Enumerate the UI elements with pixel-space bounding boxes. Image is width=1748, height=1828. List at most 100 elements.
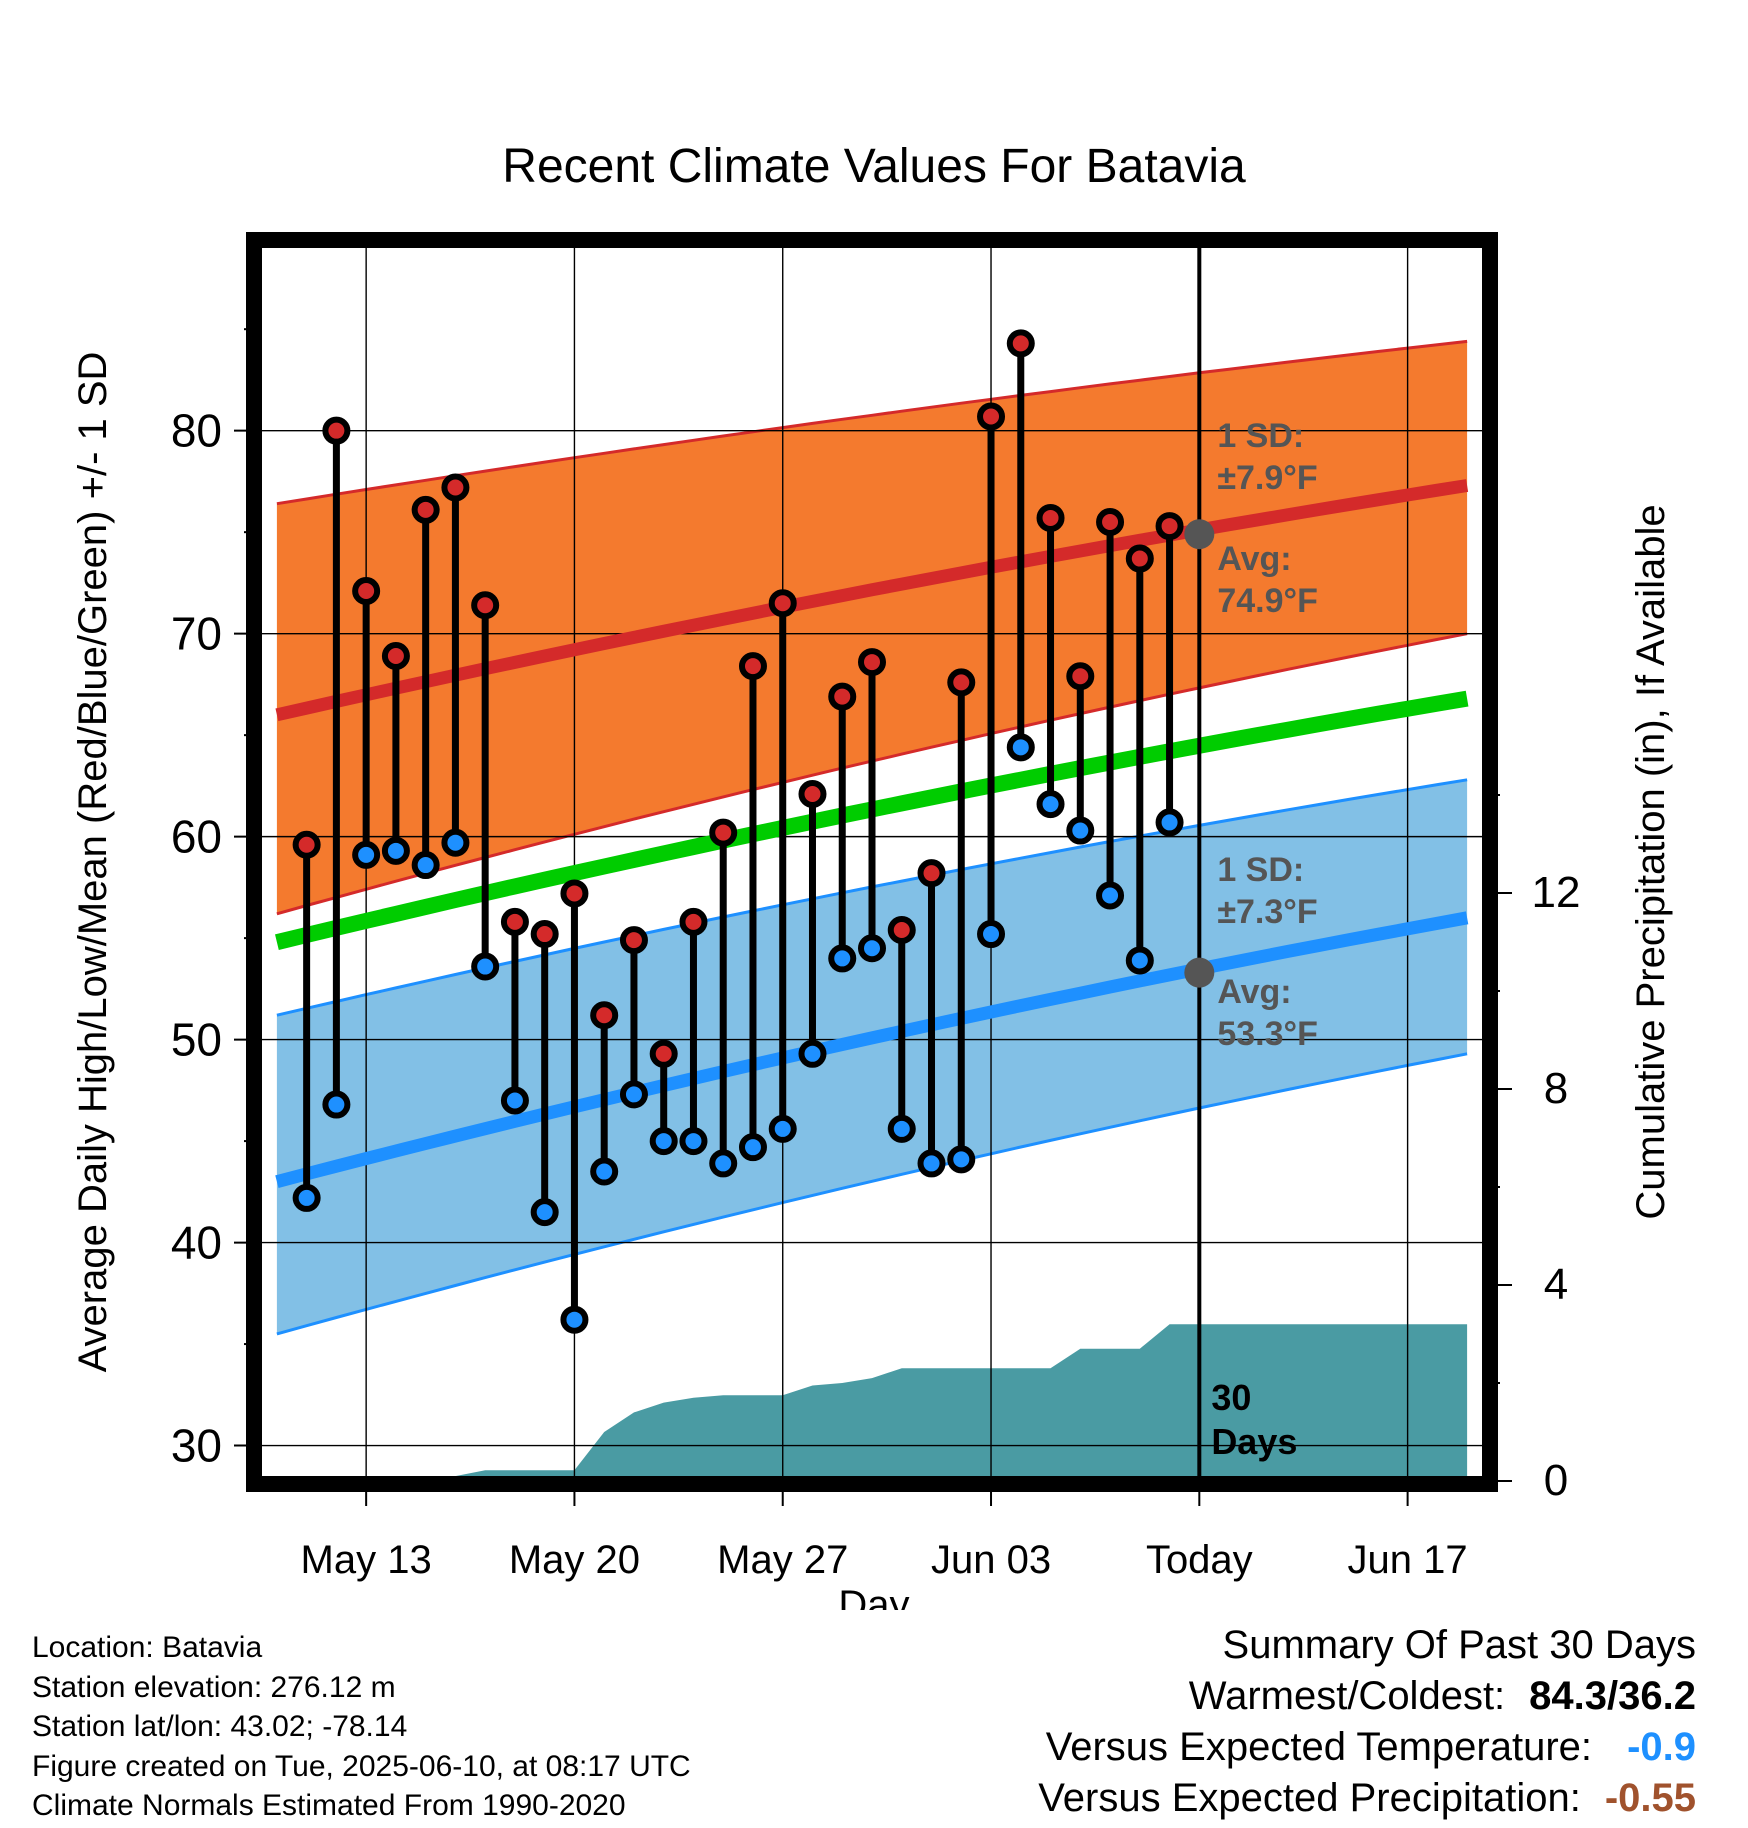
low-temp-point bbox=[917, 1149, 946, 1178]
today-low-avg-marker bbox=[1184, 957, 1215, 988]
low-temp-point bbox=[649, 1127, 678, 1156]
high-temp-point bbox=[887, 915, 916, 944]
y-axis-label: Average Daily High/Low/Mean (Red/Blue/Gr… bbox=[71, 352, 115, 1373]
high-temp-point bbox=[977, 402, 1006, 431]
high-sd-annotation-line: ±7.9°F bbox=[1217, 459, 1317, 497]
high-temp-point bbox=[947, 668, 976, 697]
high-normal-line bbox=[275, 479, 1469, 722]
high-temp-point bbox=[1096, 508, 1125, 537]
low-temp-point bbox=[590, 1157, 619, 1186]
high-temp-point bbox=[738, 652, 767, 681]
summary-precip-label: Versus Expected Precipitation: bbox=[1038, 1776, 1581, 1820]
low-temp-point bbox=[1125, 946, 1154, 975]
y-tick-label: 60 bbox=[171, 811, 222, 863]
y-tick-label: 40 bbox=[171, 1217, 222, 1269]
high-temp-point bbox=[381, 641, 410, 670]
high-temp-point bbox=[619, 926, 648, 955]
high-temp-point bbox=[1066, 662, 1095, 691]
today-high-avg-marker bbox=[1184, 519, 1215, 550]
y-tick-label: 80 bbox=[171, 405, 222, 457]
high-avg-annotation: Avg: 74.9°F bbox=[1217, 540, 1318, 620]
x-tick-label: May 13 bbox=[301, 1538, 432, 1582]
low-temp-point bbox=[887, 1114, 916, 1143]
high-temp-point bbox=[1006, 329, 1035, 358]
normals-text: Climate Normals Estimated From 1990-2020 bbox=[32, 1789, 626, 1822]
summary-warmest-row: Warmest/Coldest: 84.3/36.2 bbox=[1038, 1671, 1696, 1722]
high-temp-point bbox=[500, 907, 529, 936]
high-temp-point bbox=[530, 920, 559, 949]
summary-precip-row: Versus Expected Precipitation: -0.55 bbox=[1038, 1773, 1696, 1824]
low-temp-point bbox=[471, 952, 500, 981]
high-temp-point bbox=[471, 591, 500, 620]
high-sd-band-upper-edge bbox=[276, 339, 1468, 506]
low-sd-annotation: 1 SD: ±7.3°F bbox=[1217, 851, 1317, 931]
y2-tick-label: 0 bbox=[1544, 1456, 1568, 1505]
y2-tick-label: 8 bbox=[1544, 1064, 1568, 1113]
high-temp-point bbox=[1155, 512, 1184, 541]
climate-chart: Recent Climate Values For Batavia 1 SD: ±7… bbox=[71, 140, 1673, 1610]
low-temp-point bbox=[828, 944, 857, 973]
y2-tick-label: 4 bbox=[1544, 1260, 1568, 1309]
high-sd-annotation-line: 1 SD: bbox=[1217, 417, 1304, 455]
low-temp-point bbox=[977, 920, 1006, 949]
low-temp-point bbox=[441, 828, 470, 857]
summary-title: Summary Of Past 30 Days bbox=[1222, 1623, 1696, 1667]
low-sd-band-lower-edge bbox=[276, 1052, 1468, 1336]
high-temp-point bbox=[441, 473, 470, 502]
high-temp-point bbox=[292, 830, 321, 859]
summary-temp-value: -0.9 bbox=[1627, 1725, 1696, 1769]
low-temp-point bbox=[411, 851, 440, 880]
low-temp-point bbox=[679, 1127, 708, 1156]
y-tick-label: 70 bbox=[171, 608, 222, 660]
high-temp-point bbox=[352, 577, 381, 606]
low-temp-point bbox=[1066, 816, 1095, 845]
y-tick-label: 30 bbox=[171, 1420, 222, 1472]
x-tick-label: Jun 03 bbox=[931, 1538, 1051, 1582]
low-temp-point bbox=[500, 1086, 529, 1115]
summary-panel: Summary Of Past 30 Days Warmest/Coldest:… bbox=[1038, 1620, 1696, 1824]
high-temp-point bbox=[1125, 544, 1154, 573]
today-days-label-line: 30 bbox=[1211, 1377, 1251, 1418]
high-avg-annotation-line: Avg: bbox=[1217, 540, 1291, 578]
low-temp-point bbox=[322, 1090, 351, 1119]
high-temp-point bbox=[768, 589, 797, 618]
summary-temp-label: Versus Expected Temperature: bbox=[1045, 1725, 1592, 1769]
station-info: Location: Batavia Station elevation: 276… bbox=[32, 1628, 691, 1826]
y-tick-label: 50 bbox=[171, 1014, 222, 1066]
low-temp-point bbox=[292, 1183, 321, 1212]
low-avg-annotation-line: Avg: bbox=[1217, 973, 1291, 1011]
high-temp-point bbox=[322, 416, 351, 445]
created-text: Figure created on Tue, 2025-06-10, at 08… bbox=[32, 1749, 691, 1783]
low-avg-annotation: Avg: 53.3°F bbox=[1217, 973, 1318, 1053]
low-temp-point bbox=[619, 1080, 648, 1109]
high-temp-point bbox=[828, 682, 857, 711]
low-temp-point bbox=[1096, 881, 1125, 910]
high-avg-annotation-line: 74.9°F bbox=[1217, 582, 1318, 620]
x-tick-label: May 27 bbox=[717, 1538, 848, 1582]
high-temp-point bbox=[798, 780, 827, 809]
high-temp-point bbox=[649, 1039, 678, 1068]
x-tick-label: Today bbox=[1146, 1538, 1253, 1582]
today-days-label: 30 Days bbox=[1211, 1377, 1297, 1462]
high-temp-point bbox=[560, 879, 589, 908]
high-temp-point bbox=[679, 907, 708, 936]
low-temp-point bbox=[709, 1149, 738, 1178]
chart-title: Recent Climate Values For Batavia bbox=[502, 140, 1246, 193]
precipitation-area bbox=[455, 1324, 1468, 1476]
low-normal-line bbox=[275, 911, 1469, 1188]
x-tick-label: Jun 17 bbox=[1348, 1538, 1468, 1582]
summary-precip-value: -0.55 bbox=[1604, 1776, 1696, 1820]
low-temp-point bbox=[738, 1133, 767, 1162]
summary-warmest-value: 84.3/36.2 bbox=[1529, 1674, 1696, 1718]
low-temp-point bbox=[768, 1114, 797, 1143]
y2-tick-label: 12 bbox=[1532, 868, 1581, 917]
low-temp-point bbox=[798, 1039, 827, 1068]
low-temp-point bbox=[381, 836, 410, 865]
low-temp-point bbox=[352, 840, 381, 869]
low-avg-annotation-line: 53.3°F bbox=[1217, 1015, 1318, 1053]
low-temp-point bbox=[1155, 808, 1184, 837]
elevation-text: Station elevation: 276.12 m bbox=[32, 1670, 396, 1704]
low-temp-point bbox=[530, 1198, 559, 1227]
low-temp-point bbox=[560, 1305, 589, 1334]
high-temp-point bbox=[917, 859, 946, 888]
